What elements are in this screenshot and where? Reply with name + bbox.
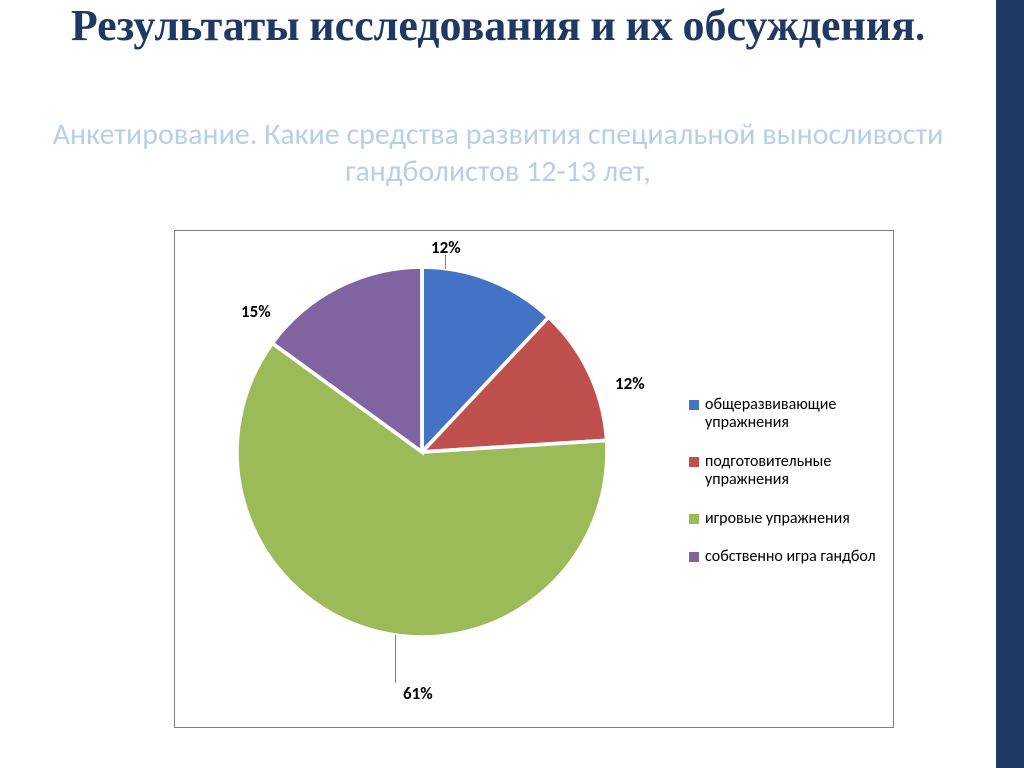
leader-2 <box>395 635 396 683</box>
pie-chart-svg <box>237 267 607 637</box>
decor-right-band <box>996 0 1024 768</box>
legend-item-0: общеразвивающие упражнения <box>689 396 877 433</box>
pie-label-3: 15% <box>241 301 271 322</box>
legend-text-2: игровые упражнения <box>705 510 877 528</box>
legend-text-1: подготовительные упражнения <box>705 453 877 490</box>
slide-subtitle: Анкетирование. Какие средства развития с… <box>0 117 996 190</box>
legend-item-2: игровые упражнения <box>689 510 877 528</box>
legend-swatch-3 <box>689 552 699 562</box>
slide: Результаты исследования и их обсуждения.… <box>0 0 1024 768</box>
legend-text-0: общеразвивающие упражнения <box>705 396 877 433</box>
leader-0 <box>445 255 446 269</box>
legend-swatch-2 <box>689 514 699 524</box>
legend-text-3: собственно игра гандбол <box>705 548 877 566</box>
legend-swatch-0 <box>689 400 699 410</box>
pie-label-1: 12% <box>615 373 645 394</box>
pie-chart-container: 12% 12% 61% 15% общеразвивающие упражнен… <box>174 230 894 728</box>
legend-swatch-1 <box>689 457 699 467</box>
legend-item-3: собственно игра гандбол <box>689 548 877 566</box>
legend-item-1: подготовительные упражнения <box>689 453 877 490</box>
chart-legend: общеразвивающие упражнения подготовитель… <box>689 396 877 586</box>
slide-title: Результаты исследования и их обсуждения. <box>0 2 996 50</box>
pie-slices <box>237 267 607 637</box>
pie-label-2: 61% <box>403 683 433 704</box>
